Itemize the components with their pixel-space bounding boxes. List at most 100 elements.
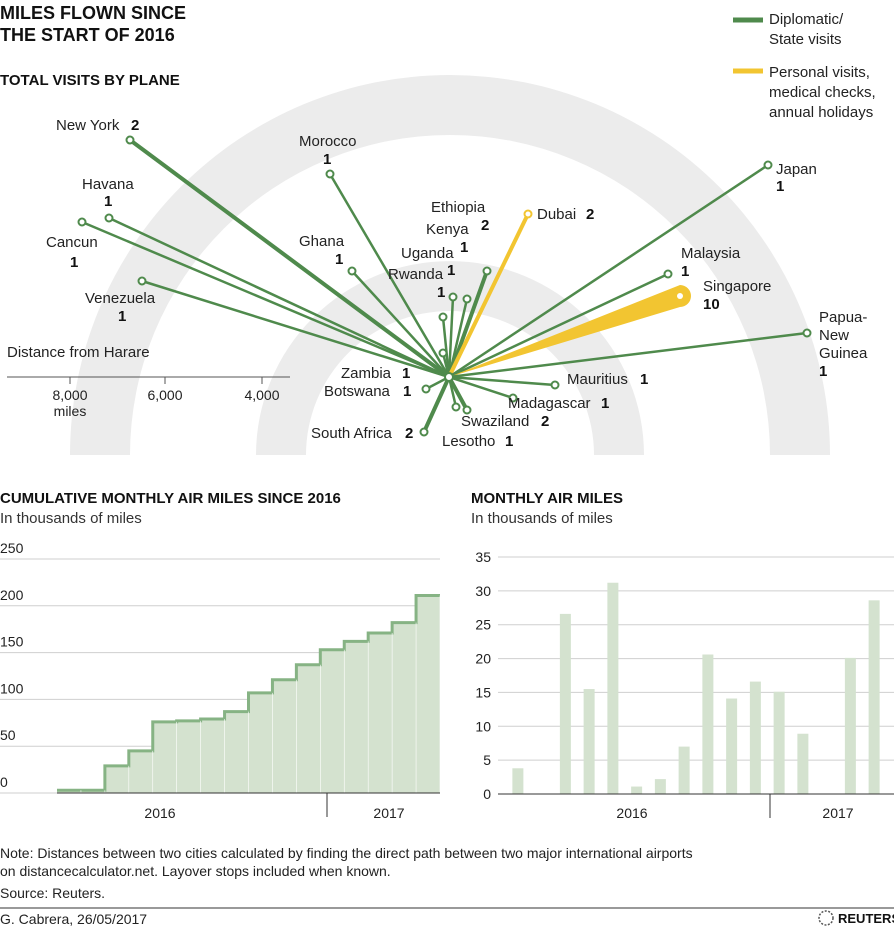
distance-axis: Distance from Harare 8,000 miles 6,000 4…: [7, 344, 290, 419]
flow-end-botswana: [421, 384, 431, 394]
flow-label-malaysia: Malaysia: [681, 245, 741, 262]
flow-label-new-york: New York: [56, 117, 120, 134]
monthly-bar: [797, 733, 809, 794]
monthly-bar: [868, 600, 880, 794]
flow-line-venezuela: [140, 279, 451, 379]
flow-line-morocco: [328, 172, 451, 379]
flow-count-japan: 1: [776, 178, 784, 195]
flow-line-madagascar: [447, 375, 515, 400]
monthly-title: MONTHLY AIR MILES: [471, 490, 623, 507]
flow-line-uganda: [447, 295, 455, 379]
flow-labels: New York 2Havana1Cancun1Venezuela1Morocco…: [46, 117, 868, 450]
flow-label-morocco: Morocco: [299, 133, 357, 150]
flow-label-zambia: Zambia: [341, 365, 392, 382]
legend-label-personal-2: medical checks,: [769, 84, 876, 101]
flow-end-morocco: [325, 169, 335, 179]
flow-line-mauritius: [447, 375, 557, 387]
mon-ytick-5: 5: [483, 752, 491, 768]
cum-ytick-250: 250: [0, 540, 24, 556]
flow-end-dubai: [523, 209, 533, 219]
legend-label-personal-1: Personal visits,: [769, 64, 870, 81]
flow-label-lesotho: Lesotho: [442, 433, 495, 450]
flow-label-papua-new-guinea-0: Papua-: [819, 309, 867, 326]
distance-arcs: [70, 75, 830, 455]
chart-title-line2: THE START OF 2016: [0, 25, 175, 45]
monthly-chart: MONTHLY AIR MILES In thousands of miles …: [471, 490, 894, 821]
flow-label-singapore: Singapore: [703, 278, 771, 295]
monthly-bar: [726, 698, 738, 794]
flow-count-kenya: 1: [460, 239, 468, 256]
monthly-bar: [749, 681, 761, 794]
flow-end-malaysia: [663, 269, 673, 279]
flow-end-new-york: [125, 135, 135, 145]
flow-end-ethiopia: [482, 266, 492, 276]
mon-ytick-25: 25: [475, 617, 491, 633]
monthly-bar: [773, 691, 785, 794]
flow-line-papua-new-guinea: [447, 331, 809, 379]
footer-note-1: Note: Distances between two cities calcu…: [0, 845, 693, 861]
mon-ytick-20: 20: [475, 651, 491, 667]
flow-label-kenya: Kenya: [426, 221, 469, 238]
monthly-bar: [607, 582, 619, 794]
flow-end-mauritius: [550, 380, 560, 390]
flow-line-japan: [447, 163, 770, 379]
flow-line-ghana: [350, 269, 451, 379]
legend: Diplomatic/ State visits Personal visits…: [733, 11, 876, 121]
flow-count-botswana: 1: [403, 383, 411, 400]
monthly-bar: [631, 786, 643, 794]
chart-title: MILES FLOWN SINCE: [0, 3, 186, 23]
cum-xlabel-2016: 2016: [144, 805, 175, 821]
flow-label-papua-new-guinea-2: Guinea: [819, 345, 868, 362]
flow-label-swaziland: Swaziland: [461, 413, 529, 430]
flow-count-singapore: 10: [703, 296, 720, 313]
monthly-bar: [844, 657, 856, 794]
mon-ytick-0: 0: [483, 786, 491, 802]
flow-end-ghana: [347, 266, 357, 276]
monthly-bar: [559, 613, 571, 794]
legend-label-diplomatic-1: Diplomatic/: [769, 11, 844, 28]
flow-count-lesotho: 1: [505, 433, 513, 450]
reuters-logo-icon: [818, 910, 834, 926]
monthly-subtitle: In thousands of miles: [471, 510, 613, 527]
flow-count-morocco: 1: [323, 151, 331, 168]
cum-ytick-150: 150: [0, 634, 24, 650]
flow-end-papua-new-guinea: [802, 328, 812, 338]
flow-count-south-africa: 2: [405, 425, 413, 442]
monthly-bar: [678, 746, 690, 794]
mon-ytick-15: 15: [475, 684, 491, 700]
monthly-bar: [702, 654, 714, 794]
footer-source: Source: Reuters.: [0, 885, 105, 901]
mon-xlabel-2016: 2016: [616, 805, 647, 821]
mon-ytick-10: 10: [475, 718, 491, 734]
flow-end-cancun: [77, 217, 87, 227]
flow-end-havana: [104, 213, 114, 223]
flow-count-venezuela: 1: [118, 308, 126, 325]
flow-label-mauritius: Mauritius: [567, 371, 628, 388]
legend-label-diplomatic-2: State visits: [769, 31, 842, 48]
flow-label-ghana: Ghana: [299, 233, 345, 250]
cum-ytick-100: 100: [0, 680, 24, 696]
flow-count-papua-new-guinea: 1: [819, 363, 827, 380]
flow-label-havana: Havana: [82, 176, 134, 193]
flow-line-dubai: [447, 212, 530, 379]
cum-ytick-200: 200: [0, 587, 24, 603]
flow-label-south-africa: South Africa: [311, 425, 393, 442]
flow-line-new-york: [128, 138, 451, 379]
mon-ytick-30: 30: [475, 583, 491, 599]
brand-name: REUTERS: [838, 911, 894, 926]
flow-count-mauritius: 1: [640, 371, 648, 388]
flow-line-ethiopia: [447, 269, 489, 379]
flow-label-botswana: Botswana: [324, 383, 391, 400]
flow-end-south-africa: [419, 427, 429, 437]
flow-count-ghana: 1: [335, 251, 343, 268]
flow-count-dubai: 2: [586, 206, 594, 223]
section-subtitle: TOTAL VISITS BY PLANE: [0, 72, 180, 89]
mon-ytick-35: 35: [475, 549, 491, 565]
flow-count-swaziland: 2: [541, 413, 549, 430]
flow-label-madagascar: Madagascar: [508, 395, 591, 412]
flow-line-lesotho: [447, 375, 458, 409]
flow-line-havana: [107, 216, 451, 379]
mon-xlabel-2017: 2017: [822, 805, 853, 821]
flow-end-uganda: [448, 292, 458, 302]
flow-line-cancun: [80, 220, 451, 379]
